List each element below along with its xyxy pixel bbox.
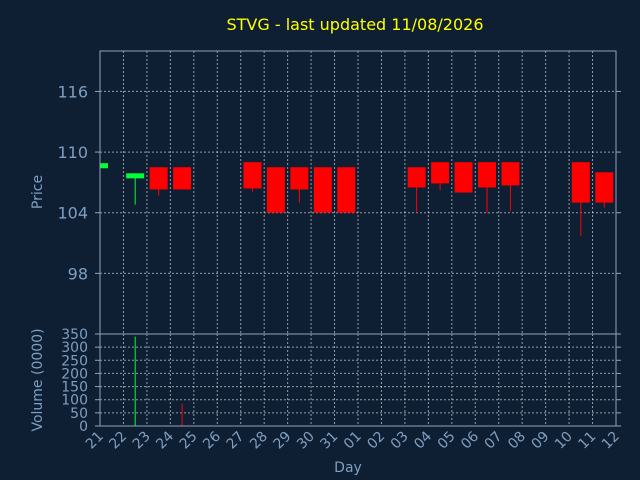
candle-body bbox=[313, 167, 332, 213]
volume-grid bbox=[100, 334, 616, 426]
volume-tick-label: 100 bbox=[61, 393, 88, 409]
price-panel: 98 104 110 116 Price bbox=[30, 50, 621, 335]
x-axis-ticks: 21 22 23 24 25 26 27 28 29 30 31 01 02 03 04 05 06 07 08 09… bbox=[83, 428, 623, 452]
candle-body bbox=[501, 162, 520, 186]
price-tick-label: 116 bbox=[57, 82, 88, 101]
price-y-ticks: 98 104 110 116 bbox=[57, 82, 621, 283]
x-tick-label: 11 bbox=[575, 429, 599, 453]
x-tick-label: 05 bbox=[435, 429, 459, 453]
x-tick-label: 27 bbox=[224, 429, 248, 453]
x-tick-label: 04 bbox=[411, 428, 435, 452]
candle-body bbox=[337, 167, 356, 213]
x-tick-label: 24 bbox=[153, 428, 177, 452]
volume-tick-label: 200 bbox=[61, 366, 88, 382]
candle-body bbox=[407, 167, 426, 188]
x-tick-label: 01 bbox=[341, 429, 365, 453]
price-candles bbox=[100, 162, 614, 236]
candle-body bbox=[571, 162, 590, 203]
candle-body bbox=[290, 167, 309, 190]
x-tick-label: 09 bbox=[529, 429, 553, 453]
x-tick-label: 23 bbox=[130, 429, 154, 453]
volume-tick-label: 150 bbox=[61, 380, 88, 396]
volume-tick-label: 300 bbox=[61, 340, 88, 356]
x-tick-label: 22 bbox=[106, 429, 130, 453]
candle-body bbox=[100, 163, 108, 169]
x-tick-label: 06 bbox=[458, 428, 482, 452]
x-tick-label: 02 bbox=[364, 429, 388, 453]
volume-tick-label: 0 bbox=[79, 419, 88, 435]
volume-tick-label: 250 bbox=[61, 353, 88, 369]
x-tick-label: 30 bbox=[294, 429, 318, 453]
price-tick-label: 110 bbox=[57, 143, 88, 162]
candle-body bbox=[595, 172, 614, 203]
volume-tick-label: 50 bbox=[70, 406, 88, 422]
candle-body bbox=[431, 162, 450, 184]
candle-body bbox=[454, 162, 473, 193]
x-axis-label: Day bbox=[334, 460, 362, 476]
x-tick-label: 31 bbox=[317, 429, 341, 453]
volume-axis-label: Volume (0000) bbox=[30, 328, 46, 431]
price-axis-label: Price bbox=[30, 175, 46, 209]
x-tick-label: 25 bbox=[177, 429, 201, 453]
price-grid bbox=[100, 51, 616, 334]
chart-title: STVG - last updated 11/08/2026 bbox=[227, 15, 484, 34]
x-tick-label: 29 bbox=[271, 429, 295, 453]
x-tick-label: 10 bbox=[552, 429, 576, 453]
price-tick-label: 98 bbox=[68, 264, 88, 283]
candle-body bbox=[126, 173, 145, 179]
x-tick-label: 12 bbox=[599, 429, 623, 453]
candle-body bbox=[149, 167, 168, 190]
candle-body bbox=[478, 162, 496, 188]
x-tick-label: 26 bbox=[200, 428, 224, 452]
x-tick-label: 07 bbox=[482, 429, 506, 453]
x-tick-label: 03 bbox=[388, 429, 412, 453]
x-tick-label: 28 bbox=[247, 429, 271, 453]
candle-body bbox=[173, 167, 192, 190]
candle-body bbox=[243, 162, 262, 189]
candle-body bbox=[266, 167, 285, 213]
volume-tick-label: 350 bbox=[61, 327, 88, 343]
volume-bars bbox=[134, 336, 183, 426]
price-tick-label: 104 bbox=[57, 204, 88, 223]
x-tick-label: 08 bbox=[505, 429, 529, 453]
volume-panel-frame bbox=[99, 333, 617, 427]
